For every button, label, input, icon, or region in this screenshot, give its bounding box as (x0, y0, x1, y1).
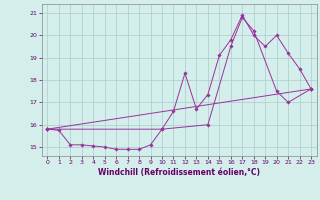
X-axis label: Windchill (Refroidissement éolien,°C): Windchill (Refroidissement éolien,°C) (98, 168, 260, 177)
